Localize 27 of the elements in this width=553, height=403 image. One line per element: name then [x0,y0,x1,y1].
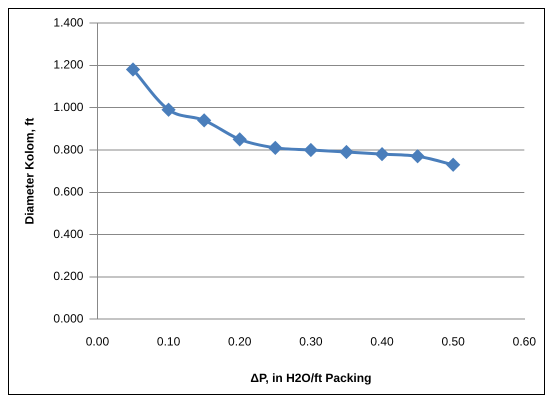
point [304,143,318,156]
point [198,114,211,127]
y-tick-label: 0.000 [53,312,84,326]
x-tick-label: 0.60 [512,334,536,349]
y-tick-label: 0.800 [53,142,84,156]
point [126,63,140,76]
point [446,158,460,172]
x-tick-label: 0.30 [299,334,323,349]
point [268,141,282,154]
y-tick-label: 0.200 [53,269,84,284]
x-tick-label: 0.20 [228,334,252,349]
point [376,148,389,161]
y-tick-label: 0.600 [53,184,84,199]
point [162,103,176,116]
point [411,150,424,163]
y-tick-label: 1.400 [53,15,84,30]
point [340,146,353,159]
x-tick-label: 0.10 [156,334,181,349]
x-tick-label: 0.40 [370,334,394,349]
y-tick-label: 1.200 [53,58,84,72]
x-tick-label: 0.00 [86,334,110,349]
y-tick-label: 1.000 [53,100,84,114]
y-axis-title: Diameter Kolom, ft [22,118,37,224]
x-tick-label: 0.50 [441,334,466,349]
point [233,132,246,146]
y-tick-label: 0.400 [53,226,84,241]
x-axis-title: ΔP, in H2O/ft Packing [250,371,372,386]
